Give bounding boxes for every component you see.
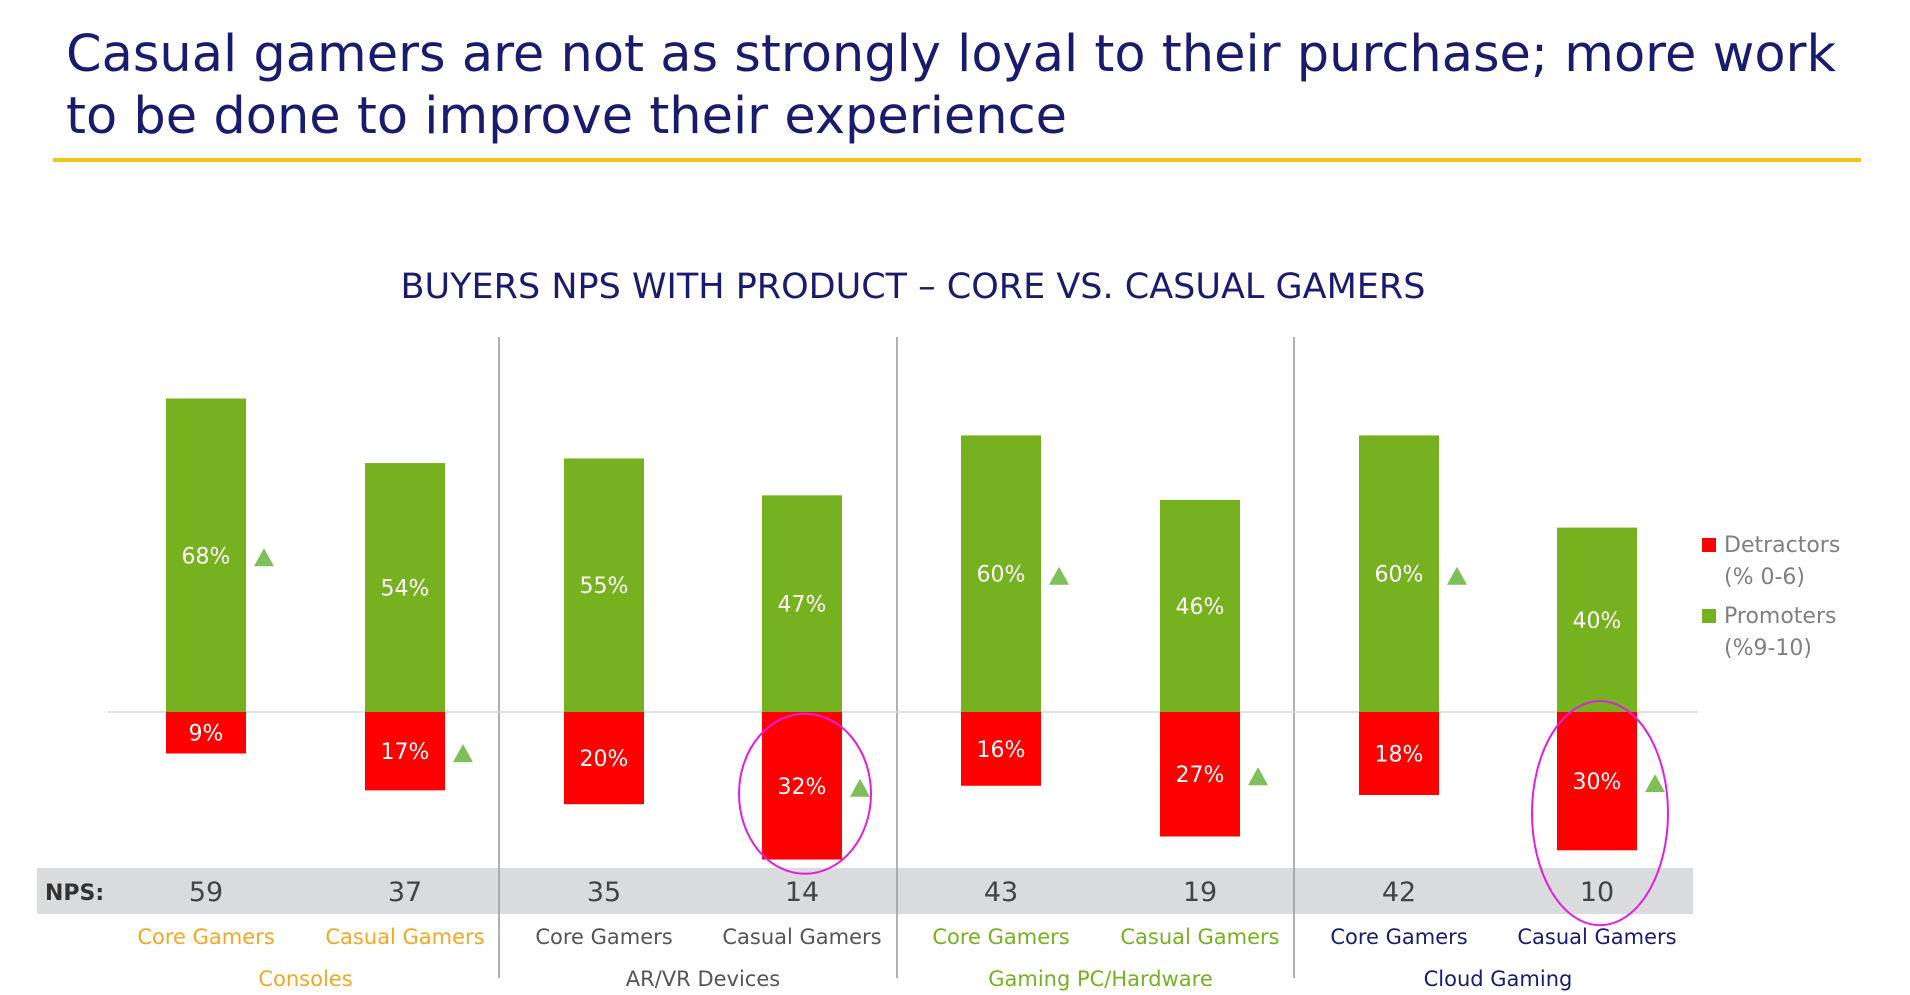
detractors-bar	[365, 712, 445, 791]
promoters-value-label: 54%	[381, 577, 430, 602]
detractors-up-marker	[1248, 767, 1268, 786]
detractors-bar	[1557, 712, 1637, 851]
chart-title: BUYERS NPS WITH PRODUCT – CORE VS. CASUA…	[401, 267, 1426, 307]
promoters-value-label: 55%	[580, 574, 629, 599]
promoters-bar	[762, 495, 842, 712]
category-label: Casual Gamers	[1517, 925, 1676, 949]
nps-value: 59	[189, 877, 223, 908]
nps-band	[37, 868, 1693, 914]
detractors-up-marker	[1645, 774, 1665, 793]
nps-value: 42	[1382, 877, 1416, 908]
promoters-value-label: 47%	[778, 593, 827, 618]
nps-value: 35	[587, 877, 621, 908]
legend-swatch	[1702, 538, 1716, 552]
promoters-value-label: 68%	[182, 544, 231, 569]
promoters-bar	[166, 398, 246, 712]
detractors-up-marker	[850, 778, 870, 797]
group-label: Cloud Gaming	[1424, 967, 1573, 991]
promoters-value-label: 60%	[1375, 563, 1424, 588]
promoters-value-label: 40%	[1573, 609, 1622, 634]
promoters-bar	[1359, 435, 1439, 712]
detractors-bar	[961, 712, 1041, 786]
slide-title: Casual gamers are not as strongly loyal …	[66, 25, 1837, 146]
promoters-bar	[564, 458, 644, 712]
promoters-value-label: 46%	[1176, 595, 1225, 620]
nps-value: 43	[984, 877, 1018, 908]
legend-swatch	[1702, 609, 1716, 623]
group-label: Gaming PC/Hardware	[988, 967, 1213, 991]
detractors-bar	[564, 712, 644, 805]
legend-label: Detractors	[1724, 533, 1840, 558]
promoters-bar	[365, 463, 445, 712]
detractors-bar	[1160, 712, 1240, 837]
detractors-value-label: 27%	[1176, 763, 1225, 788]
nps-value: 14	[785, 877, 819, 908]
category-label: Casual Gamers	[325, 925, 484, 949]
promoters-bar	[1160, 499, 1240, 712]
category-label: Core Gamers	[535, 925, 672, 949]
group-label: Consoles	[258, 967, 352, 991]
promoters-up-marker	[254, 548, 274, 567]
category-label: Core Gamers	[137, 925, 274, 949]
nps-value: 19	[1183, 877, 1217, 908]
category-label: Casual Gamers	[1120, 925, 1279, 949]
legend-sublabel: (% 0-6)	[1724, 565, 1805, 590]
detractors-bar	[166, 712, 246, 754]
detractors-value-label: 20%	[580, 747, 629, 772]
promoters-value-label: 60%	[977, 563, 1026, 588]
detractors-value-label: 32%	[778, 775, 827, 800]
legend-sublabel: (%9-10)	[1724, 636, 1812, 661]
highlight-circle	[738, 712, 872, 875]
detractors-bar	[762, 712, 842, 860]
promoters-up-marker	[1049, 566, 1069, 585]
title-underline	[53, 158, 1861, 162]
nps-value: 10	[1580, 877, 1614, 908]
category-label: Core Gamers	[932, 925, 1069, 949]
group-label: AR/VR Devices	[626, 967, 780, 991]
promoters-bar	[1557, 527, 1637, 712]
nps-label: NPS:	[45, 881, 104, 906]
detractors-value-label: 30%	[1573, 770, 1622, 795]
highlight-circle	[1531, 700, 1669, 927]
promoters-up-marker	[1447, 566, 1467, 585]
detractors-bar	[1359, 712, 1439, 795]
detractors-up-marker	[453, 744, 473, 763]
promoters-bar	[961, 435, 1041, 712]
nps-value: 37	[388, 877, 422, 908]
category-label: Core Gamers	[1330, 925, 1467, 949]
legend-label: Promoters	[1724, 604, 1836, 629]
detractors-value-label: 9%	[189, 722, 224, 747]
category-label: Casual Gamers	[722, 925, 881, 949]
detractors-value-label: 18%	[1375, 742, 1424, 767]
detractors-value-label: 16%	[977, 738, 1026, 763]
detractors-value-label: 17%	[381, 740, 430, 765]
